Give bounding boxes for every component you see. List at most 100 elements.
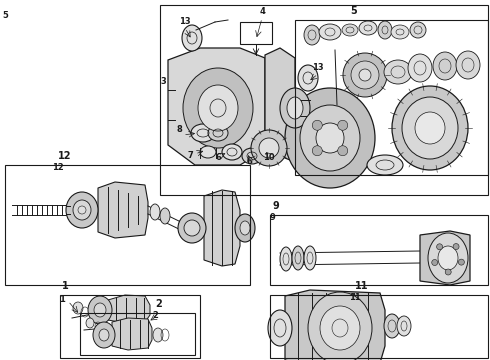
Ellipse shape [437,244,442,250]
Ellipse shape [198,85,238,131]
Ellipse shape [378,21,392,39]
Text: 5: 5 [350,6,357,16]
Ellipse shape [153,328,163,342]
Text: 11: 11 [355,281,368,291]
Ellipse shape [391,25,409,39]
Ellipse shape [66,192,98,228]
Text: 12: 12 [52,163,64,172]
Polygon shape [265,48,295,160]
Ellipse shape [259,138,279,158]
Ellipse shape [182,25,202,51]
Ellipse shape [191,124,215,142]
Text: 2: 2 [152,310,158,320]
Ellipse shape [312,146,322,156]
Ellipse shape [432,260,438,266]
Bar [5,165,250,285]
Ellipse shape [210,99,226,117]
Ellipse shape [251,130,287,166]
Polygon shape [112,318,152,350]
Text: 8: 8 [176,126,182,135]
Ellipse shape [287,97,303,119]
Text: 1: 1 [62,281,69,291]
Ellipse shape [268,310,292,346]
Ellipse shape [78,206,86,214]
Bar [60,295,200,358]
Ellipse shape [445,269,451,275]
Text: 6: 6 [246,158,252,166]
Text: 13: 13 [179,18,191,27]
Ellipse shape [73,302,83,314]
Ellipse shape [200,146,216,158]
Polygon shape [285,290,385,360]
Ellipse shape [285,88,375,188]
Text: 11: 11 [349,293,361,302]
Ellipse shape [304,246,316,270]
Ellipse shape [415,112,445,144]
Ellipse shape [160,208,170,224]
Text: 10: 10 [263,153,275,162]
Text: 6: 6 [215,153,221,162]
Ellipse shape [235,214,255,242]
Bar [240,22,272,44]
Ellipse shape [408,54,432,82]
Ellipse shape [367,155,403,175]
Ellipse shape [99,329,109,341]
Ellipse shape [319,24,341,40]
Ellipse shape [402,97,458,159]
Ellipse shape [384,60,412,84]
Ellipse shape [359,69,371,81]
Ellipse shape [280,88,310,128]
Ellipse shape [438,246,458,270]
Ellipse shape [453,244,459,249]
Ellipse shape [392,86,468,170]
Ellipse shape [300,105,360,171]
Text: 12: 12 [58,151,72,161]
Ellipse shape [86,318,94,328]
Text: 2: 2 [155,299,162,309]
Ellipse shape [240,221,250,235]
Ellipse shape [351,61,379,89]
Text: 7: 7 [187,150,193,159]
Ellipse shape [338,146,348,156]
Ellipse shape [458,259,465,265]
Ellipse shape [150,204,160,220]
Ellipse shape [308,292,372,360]
Bar [270,295,488,358]
Ellipse shape [93,322,115,348]
Ellipse shape [298,65,318,91]
Ellipse shape [178,213,206,243]
Polygon shape [168,48,265,165]
Polygon shape [108,295,150,323]
Ellipse shape [338,120,348,130]
Text: 4: 4 [259,8,265,17]
Ellipse shape [384,314,400,338]
Ellipse shape [433,52,457,80]
Bar [270,215,488,285]
Ellipse shape [94,303,106,317]
Text: 9: 9 [269,213,275,222]
Ellipse shape [316,123,344,153]
Ellipse shape [343,53,387,97]
Ellipse shape [292,246,304,270]
Ellipse shape [242,148,262,164]
Ellipse shape [342,24,358,36]
Ellipse shape [456,51,480,79]
Ellipse shape [304,25,320,45]
Polygon shape [420,231,470,285]
Ellipse shape [312,120,322,130]
Text: 5: 5 [2,12,8,21]
Ellipse shape [183,68,253,148]
Bar [80,313,195,355]
Ellipse shape [428,233,468,283]
Ellipse shape [280,247,292,271]
Text: 1: 1 [59,294,65,303]
Text: 9: 9 [272,201,279,211]
Ellipse shape [208,125,228,141]
Ellipse shape [184,220,200,236]
Polygon shape [98,182,148,238]
Polygon shape [204,190,240,266]
Text: 13: 13 [312,63,324,72]
Text: 3: 3 [160,77,166,86]
Ellipse shape [73,200,91,220]
Ellipse shape [222,144,242,160]
